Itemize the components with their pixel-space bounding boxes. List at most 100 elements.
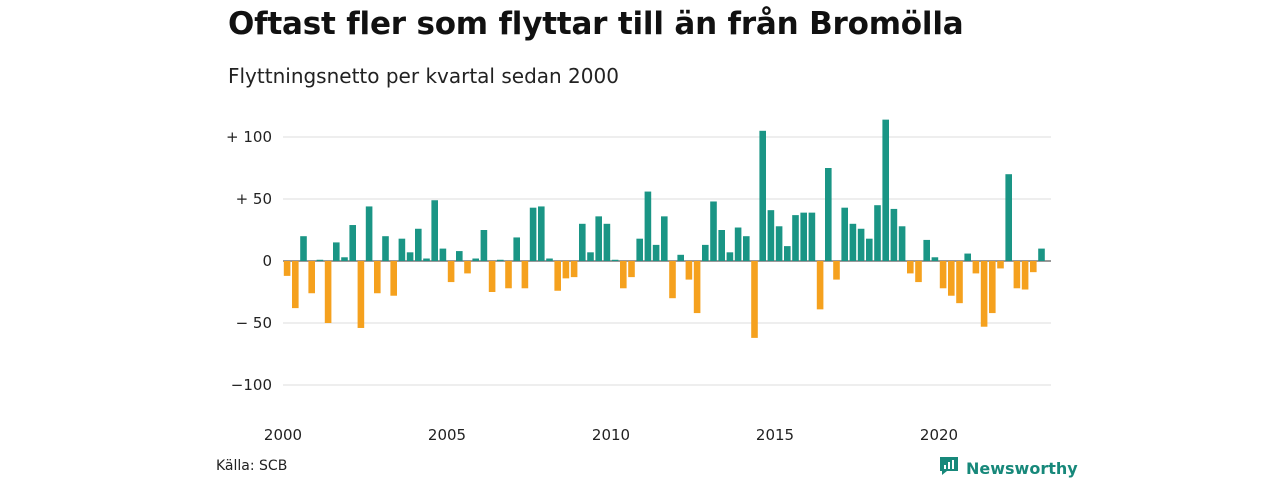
bar [505, 261, 512, 289]
bar [816, 261, 824, 310]
chart-title: Oftast fler som flyttar till än från Bro… [228, 6, 964, 42]
bar [415, 228, 422, 261]
bar [956, 261, 963, 304]
bar [357, 261, 365, 328]
newsworthy-logo-icon [938, 455, 960, 481]
bar [480, 230, 488, 261]
bar [341, 257, 348, 261]
bar [948, 261, 955, 296]
bar [669, 261, 676, 299]
bar [603, 223, 611, 261]
bar [964, 253, 971, 261]
bar [767, 210, 775, 261]
bar [661, 216, 668, 261]
bar [907, 261, 914, 274]
bar [808, 212, 816, 261]
bar [374, 261, 381, 294]
bar [915, 261, 922, 283]
bar [980, 261, 988, 327]
bar [431, 200, 438, 261]
chart-subtitle: Flyttningsnetto per kvartal sedan 2000 [228, 64, 619, 88]
bar [726, 252, 734, 261]
bar [775, 226, 783, 261]
bar [923, 239, 930, 261]
bar [931, 257, 939, 261]
bar [1005, 174, 1012, 261]
bar [685, 261, 693, 280]
bar [382, 236, 389, 261]
bar [365, 206, 373, 261]
bar [866, 238, 873, 261]
bar [628, 261, 635, 278]
x-tick-label: 2000 [264, 426, 302, 444]
bar [529, 207, 537, 261]
bar [316, 259, 324, 261]
bar [1013, 261, 1021, 289]
bar [751, 261, 758, 338]
bar [743, 236, 750, 261]
bar [521, 261, 529, 289]
bar [472, 258, 479, 261]
bar [398, 238, 406, 261]
bar [784, 246, 791, 261]
bar [324, 261, 332, 323]
bar [972, 261, 980, 274]
brand-logo[interactable]: Newsworthy [938, 455, 1078, 481]
bar [308, 261, 315, 294]
bar [349, 225, 356, 261]
bar [456, 251, 463, 261]
bar [989, 261, 996, 314]
bar [300, 236, 307, 261]
bar [1030, 261, 1037, 273]
bar [587, 252, 594, 261]
bar [538, 206, 545, 261]
bar [562, 261, 570, 279]
bar [882, 119, 889, 261]
bar [997, 261, 1004, 269]
bar [800, 212, 807, 261]
bar [718, 230, 725, 261]
bar [710, 201, 717, 261]
bar [447, 261, 455, 283]
bar [652, 244, 660, 261]
source-note: Källa: SCB [216, 458, 288, 474]
bar [464, 261, 471, 274]
x-tick-label: 2020 [920, 426, 958, 444]
bar [702, 244, 709, 261]
y-tick-label: 0 [262, 252, 272, 270]
bar [833, 261, 840, 280]
bar [611, 259, 619, 261]
bar [620, 261, 627, 289]
bar [554, 261, 561, 291]
bar [759, 130, 766, 261]
bar [939, 261, 947, 289]
bar [1038, 248, 1045, 261]
bar [825, 168, 832, 261]
bar [423, 258, 430, 261]
bar [283, 261, 291, 276]
bar [546, 258, 553, 261]
bar [1021, 261, 1029, 290]
axis-labels: + 100 + 50 0 − 50 −100 2000 2005 2010 2015 2020 [226, 128, 958, 444]
bar [513, 237, 520, 261]
x-tick-label: 2015 [756, 426, 794, 444]
bar [570, 261, 578, 278]
bar [636, 238, 643, 261]
bar [841, 207, 848, 261]
bar [488, 261, 496, 292]
brand-name: Newsworthy [966, 458, 1078, 478]
bar [874, 205, 881, 261]
x-tick-label: 2005 [428, 426, 466, 444]
y-tick-label: + 100 [226, 128, 272, 146]
bar [890, 208, 898, 261]
x-tick-label: 2010 [592, 426, 630, 444]
bar [595, 216, 602, 261]
bar [406, 252, 414, 261]
bar [439, 248, 447, 261]
bar [898, 226, 906, 261]
bar [579, 223, 586, 261]
bar [497, 259, 504, 261]
bar [792, 215, 799, 261]
bar [390, 261, 397, 296]
